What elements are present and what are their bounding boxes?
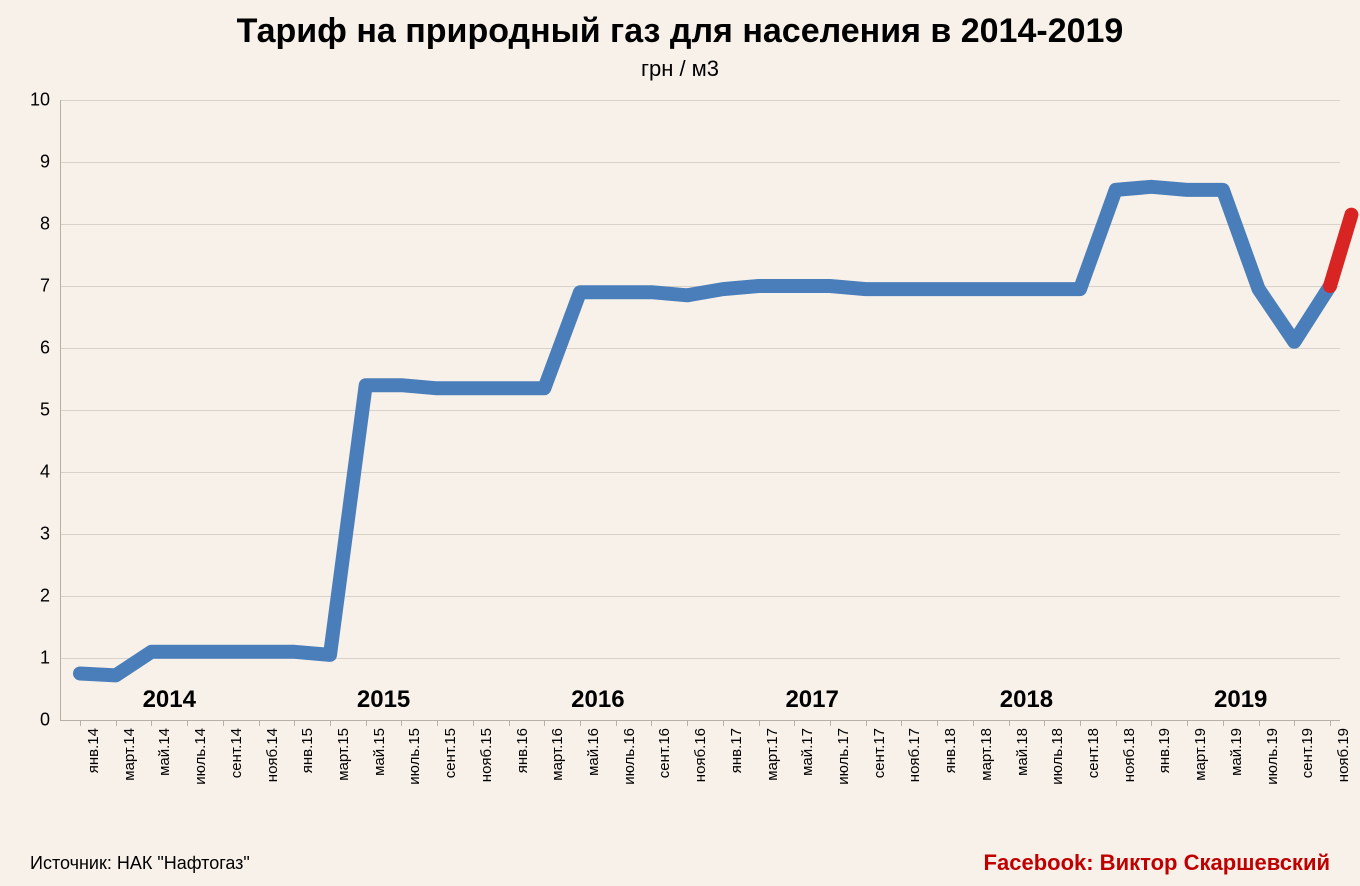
- x-tick-mark: [973, 720, 974, 726]
- x-tick-label: июль.19: [1264, 728, 1281, 785]
- x-tick-mark: [1187, 720, 1188, 726]
- y-tick-label: 8: [10, 214, 50, 235]
- x-tick-label: сент.19: [1299, 728, 1316, 778]
- x-tick-label: май.18: [1014, 728, 1031, 776]
- chart-subtitle: грн / м3: [0, 56, 1360, 82]
- x-tick-mark: [616, 720, 617, 726]
- x-tick-mark: [330, 720, 331, 726]
- x-tick-mark: [509, 720, 510, 726]
- x-tick-label: нояб.14: [264, 728, 281, 782]
- x-tick-label: март.17: [764, 728, 781, 781]
- x-tick-mark: [151, 720, 152, 726]
- x-tick-label: нояб.17: [906, 728, 923, 782]
- x-tick-mark: [1116, 720, 1117, 726]
- x-tick-mark: [259, 720, 260, 726]
- x-tick-mark: [1009, 720, 1010, 726]
- x-tick-mark: [687, 720, 688, 726]
- x-tick-mark: [651, 720, 652, 726]
- y-tick-label: 7: [10, 276, 50, 297]
- x-tick-label: янв.19: [1156, 728, 1173, 773]
- attribution-caption: Facebook: Виктор Скаршевский: [984, 850, 1330, 876]
- x-tick-mark: [794, 720, 795, 726]
- y-tick-label: 2: [10, 586, 50, 607]
- x-tick-mark: [223, 720, 224, 726]
- x-tick-label: март.16: [549, 728, 566, 781]
- x-tick-mark: [544, 720, 545, 726]
- x-tick-label: сент.15: [442, 728, 459, 778]
- x-tick-label: янв.18: [942, 728, 959, 773]
- x-tick-label: март.18: [978, 728, 995, 781]
- chart-title: Тариф на природный газ для населения в 2…: [0, 12, 1360, 51]
- y-tick-label: 1: [10, 648, 50, 669]
- series-overlay: [1330, 215, 1351, 286]
- x-tick-mark: [1044, 720, 1045, 726]
- x-tick-mark: [723, 720, 724, 726]
- x-tick-label: март.19: [1192, 728, 1209, 781]
- x-tick-label: янв.14: [85, 728, 102, 773]
- x-tick-mark: [901, 720, 902, 726]
- x-tick-label: июль.15: [406, 728, 423, 785]
- x-tick-mark: [866, 720, 867, 726]
- x-tick-label: сент.16: [656, 728, 673, 778]
- x-tick-label: июль.16: [621, 728, 638, 785]
- x-tick-mark: [80, 720, 81, 726]
- x-tick-label: май.17: [799, 728, 816, 776]
- x-tick-mark: [473, 720, 474, 726]
- x-tick-label: май.19: [1228, 728, 1245, 776]
- x-tick-mark: [759, 720, 760, 726]
- x-tick-mark: [830, 720, 831, 726]
- series-main: [80, 187, 1330, 676]
- x-tick-label: март.14: [121, 728, 138, 781]
- x-tick-label: сент.17: [871, 728, 888, 778]
- x-tick-label: март.15: [335, 728, 352, 781]
- source-caption: Источник: НАК "Нафтогаз": [30, 853, 250, 874]
- y-tick-label: 5: [10, 400, 50, 421]
- x-tick-mark: [1330, 720, 1331, 726]
- x-tick-label: янв.17: [728, 728, 745, 773]
- x-tick-mark: [401, 720, 402, 726]
- x-tick-mark: [937, 720, 938, 726]
- x-tick-mark: [580, 720, 581, 726]
- x-tick-label: нояб.16: [692, 728, 709, 782]
- x-tick-mark: [1151, 720, 1152, 726]
- x-tick-label: янв.15: [299, 728, 316, 773]
- x-tick-mark: [294, 720, 295, 726]
- x-tick-label: нояб.18: [1121, 728, 1138, 782]
- y-tick-label: 10: [10, 90, 50, 111]
- y-tick-label: 0: [10, 710, 50, 731]
- x-tick-label: май.15: [371, 728, 388, 776]
- x-tick-label: май.16: [585, 728, 602, 776]
- y-tick-label: 9: [10, 152, 50, 173]
- x-tick-label: июль.17: [835, 728, 852, 785]
- y-tick-label: 6: [10, 338, 50, 359]
- y-tick-label: 4: [10, 462, 50, 483]
- x-tick-label: май.14: [156, 728, 173, 776]
- x-tick-mark: [1259, 720, 1260, 726]
- x-tick-mark: [1294, 720, 1295, 726]
- x-tick-mark: [1223, 720, 1224, 726]
- x-tick-label: нояб.15: [478, 728, 495, 782]
- x-tick-label: июль.14: [192, 728, 209, 785]
- x-tick-label: июль.18: [1049, 728, 1066, 785]
- plot-area: 012345678910янв.14март.14май.14июль.14се…: [60, 100, 1340, 720]
- x-tick-label: сент.18: [1085, 728, 1102, 778]
- x-tick-mark: [366, 720, 367, 726]
- y-tick-label: 3: [10, 524, 50, 545]
- chart-lines: [60, 100, 1340, 720]
- x-tick-mark: [1080, 720, 1081, 726]
- x-tick-label: сент.14: [228, 728, 245, 778]
- x-tick-mark: [187, 720, 188, 726]
- x-tick-mark: [116, 720, 117, 726]
- x-axis-line: [60, 720, 1340, 721]
- x-tick-label: нояб.19: [1335, 728, 1352, 782]
- x-tick-mark: [437, 720, 438, 726]
- x-tick-label: янв.16: [514, 728, 531, 773]
